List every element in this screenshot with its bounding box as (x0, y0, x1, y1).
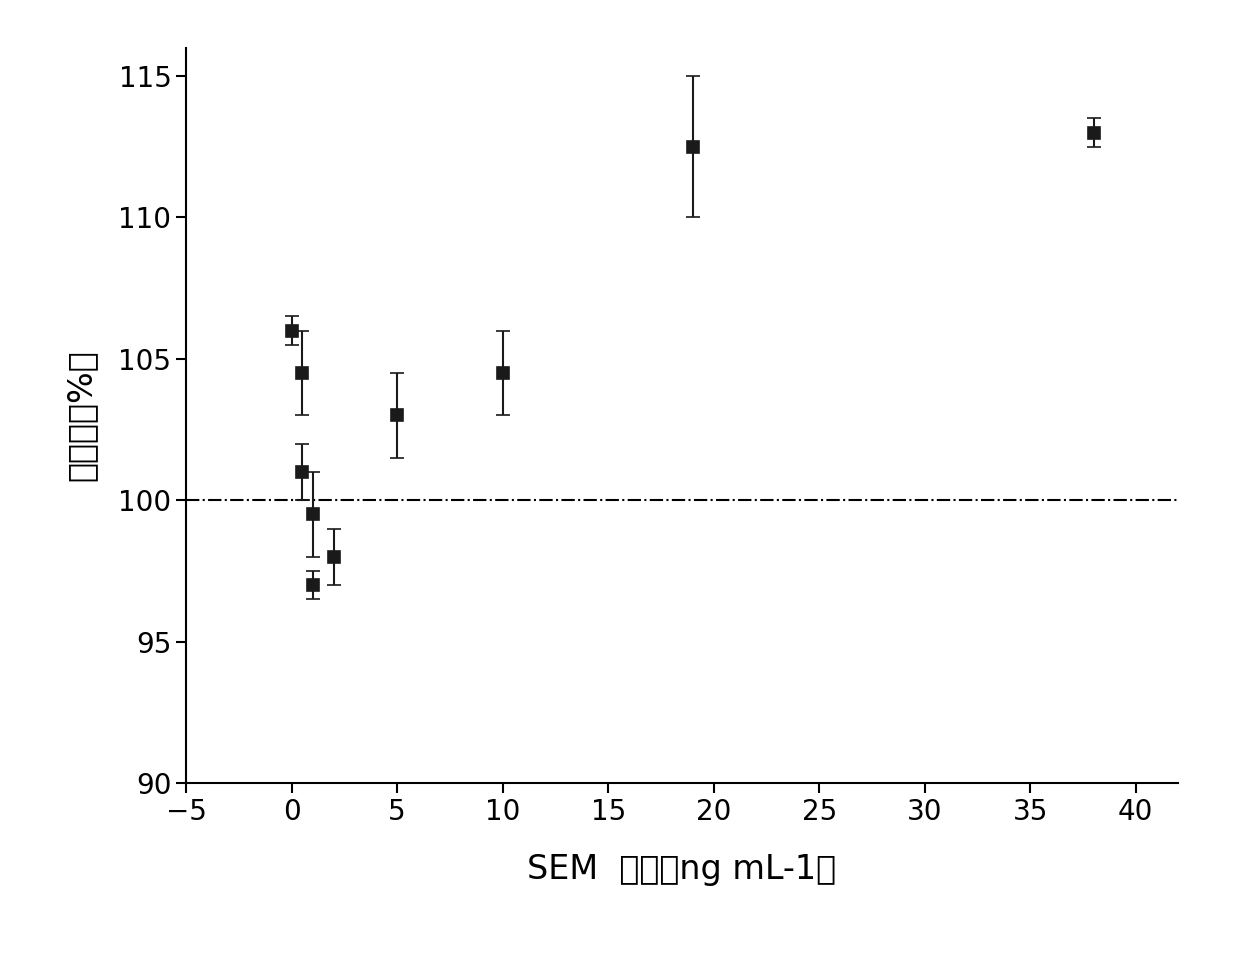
X-axis label: SEM  浓度（ng mL-1）: SEM 浓度（ng mL-1） (527, 854, 837, 886)
Y-axis label: 回收率（%）: 回收率（%） (64, 350, 98, 481)
